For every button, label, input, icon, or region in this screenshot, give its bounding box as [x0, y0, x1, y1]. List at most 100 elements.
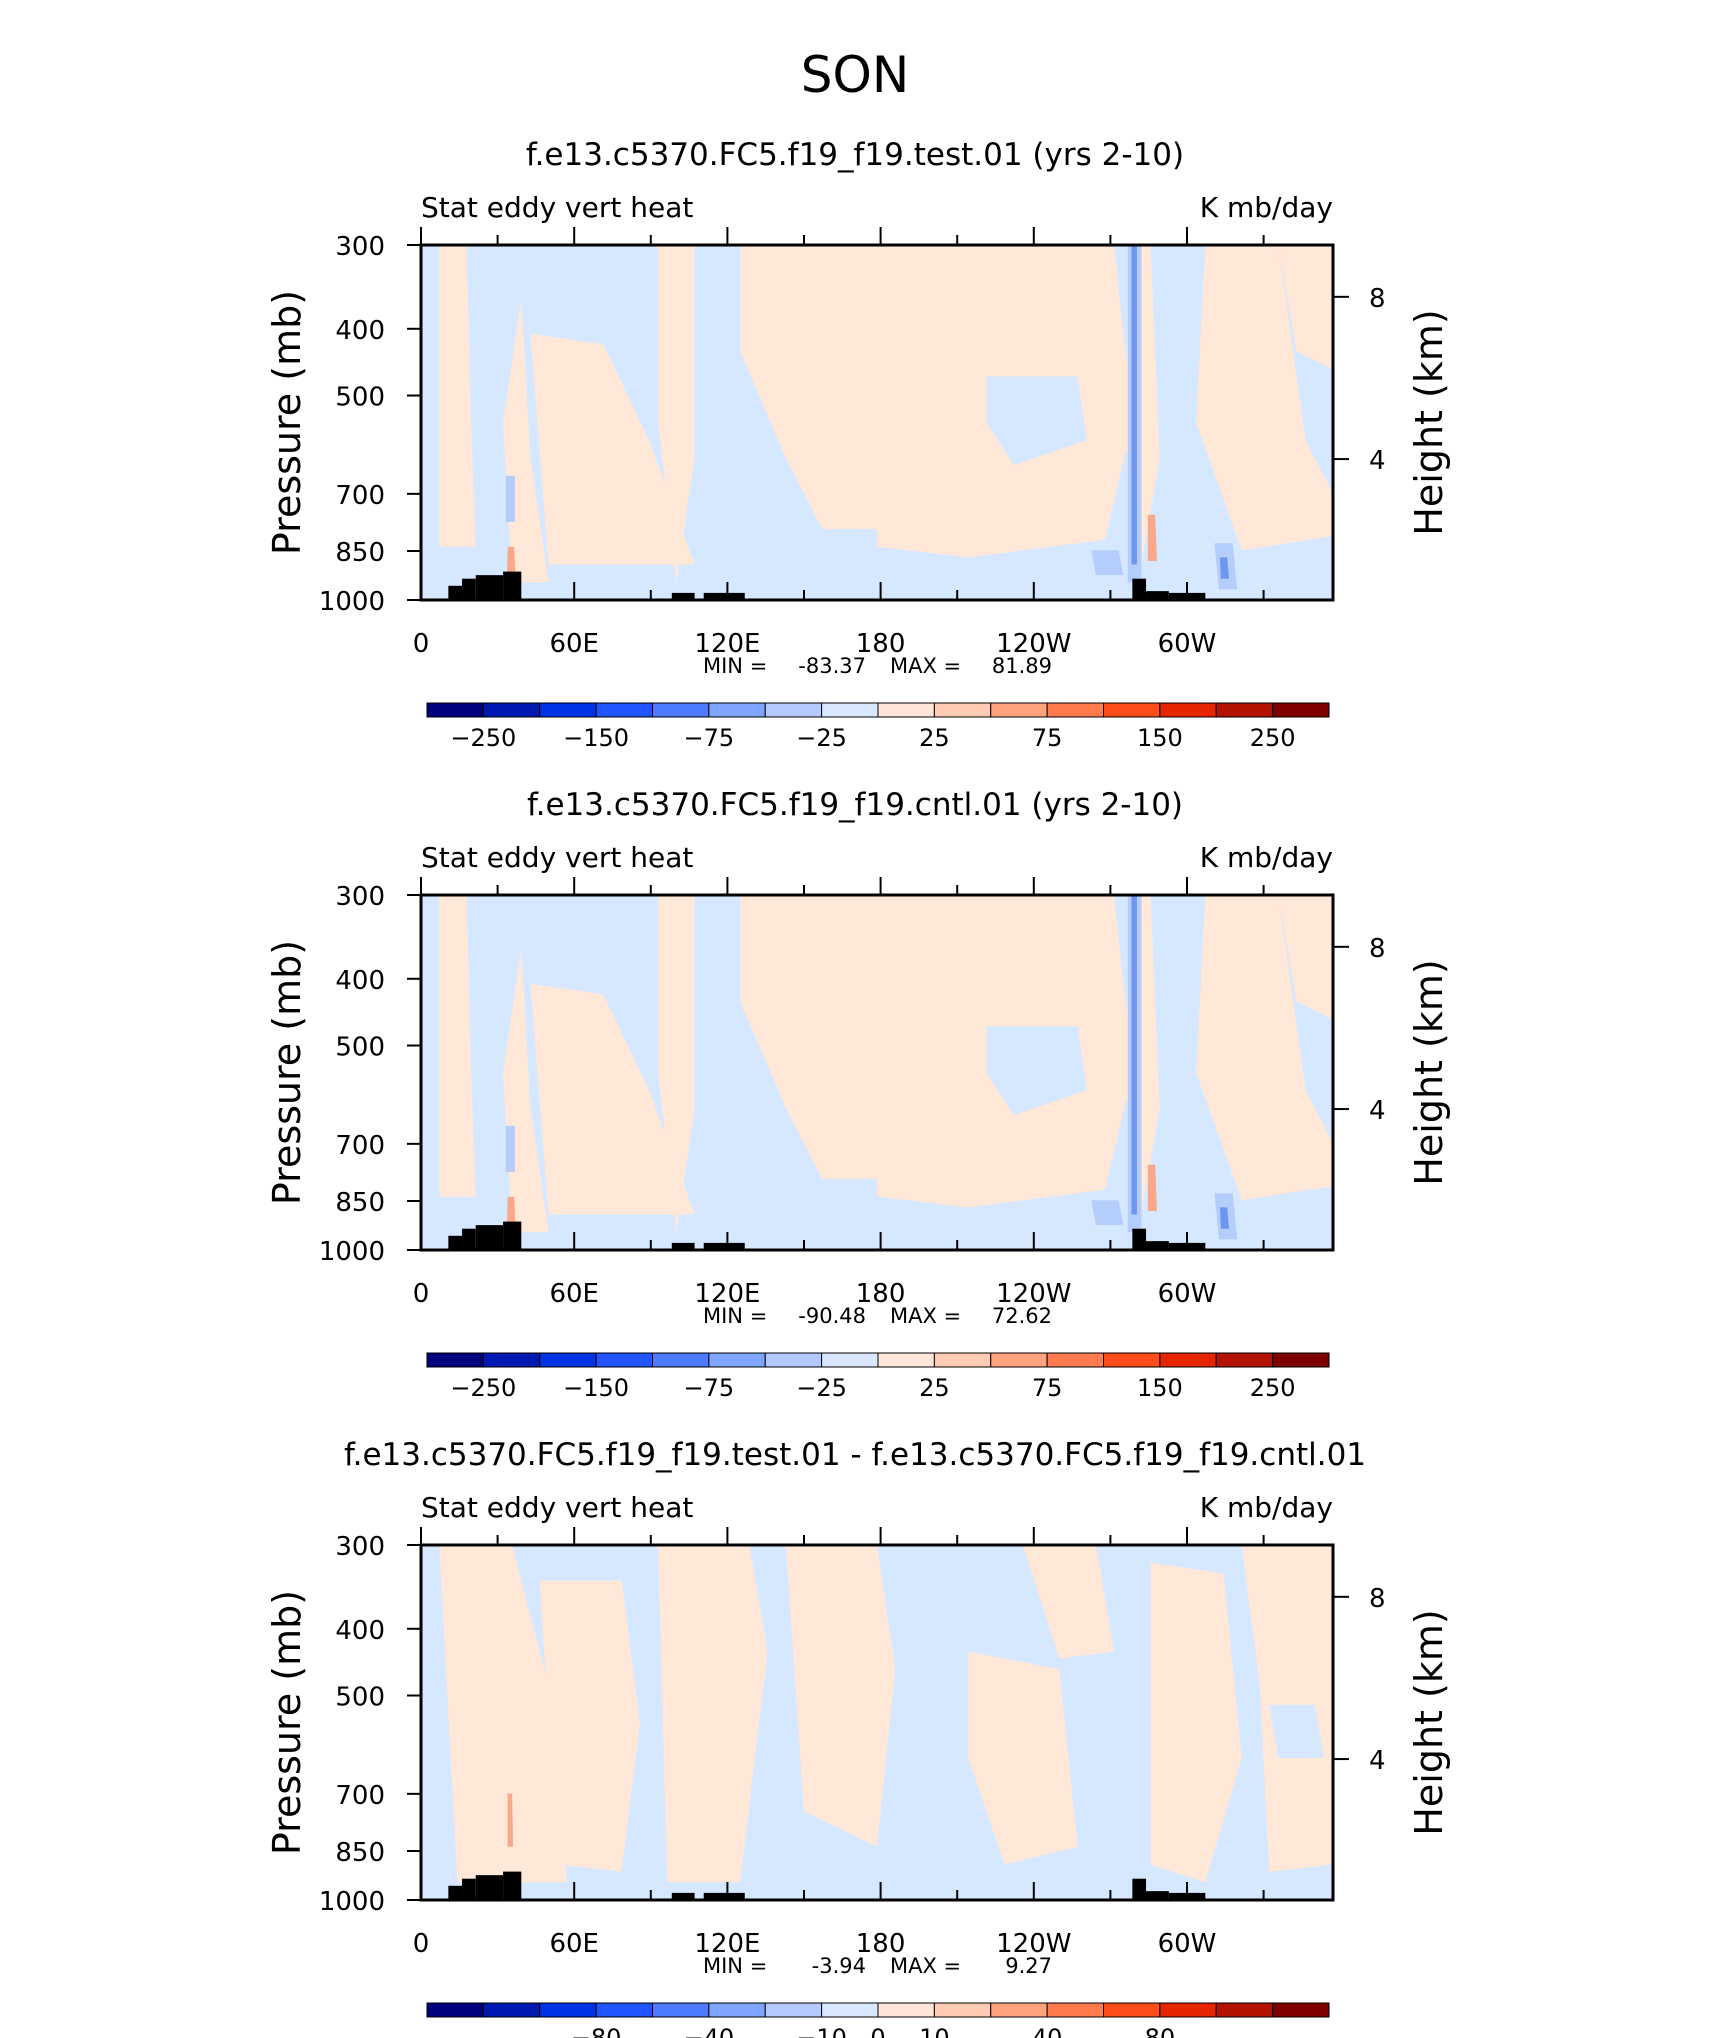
colorbar-label: −250 — [450, 724, 516, 752]
x-tick-label: 180 — [856, 1279, 906, 1309]
colorbar-swatch — [482, 702, 541, 718]
colorbar-swatch — [595, 702, 653, 718]
contour-region — [785, 1545, 896, 1847]
x-tick-label: 120E — [694, 1279, 760, 1309]
topography-block — [448, 1235, 463, 1250]
colorbar-swatch — [652, 702, 710, 718]
topography-block — [671, 592, 695, 600]
stat-min-label: MIN = — [703, 1954, 767, 1978]
colorbar-label: −150 — [563, 724, 629, 752]
colorbar-label: −80 — [571, 2024, 622, 2038]
contour-region — [1131, 245, 1137, 565]
y-axis-label: Pressure (mb) — [265, 1590, 309, 1855]
colorbar-swatch — [1103, 702, 1161, 718]
contour-region — [1150, 1562, 1242, 1883]
colorbar-swatch — [877, 1352, 935, 1368]
contour-region — [530, 983, 695, 1215]
colorbar-label: −250 — [450, 1374, 516, 1402]
colorbar-label: −25 — [796, 1374, 847, 1402]
colorbar-swatch — [1046, 702, 1104, 718]
x-tick-label: 60E — [549, 1929, 599, 1959]
colorbar-swatch — [539, 2002, 597, 2018]
y-tick-label: 500 — [335, 1033, 385, 1063]
stat-max-label: MAX = — [890, 1304, 961, 1328]
topography-block — [448, 585, 463, 600]
colorbar-swatch — [652, 2002, 710, 2018]
colorbar-swatch — [933, 2002, 992, 2018]
y-tick-label: 500 — [335, 1683, 385, 1713]
right-string: K mb/day — [1200, 841, 1333, 874]
contour-region — [658, 1545, 768, 1883]
colorbar-label: 25 — [919, 724, 950, 752]
stat-max-label: MAX = — [890, 1954, 961, 1978]
y-tick-label: 400 — [335, 316, 385, 346]
topography-block — [462, 1228, 476, 1250]
stat-min-value: -90.48 — [798, 1304, 866, 1328]
colorbar-label: −75 — [684, 724, 735, 752]
y-axis-label: Pressure (mb) — [265, 290, 309, 555]
colorbar-label: 150 — [1137, 724, 1183, 752]
colorbar-swatch — [764, 1352, 823, 1368]
y-tick-label: 700 — [335, 1131, 385, 1161]
y2-tick-label: 4 — [1369, 1746, 1386, 1776]
colorbar-label: 80 — [1145, 2024, 1176, 2038]
y2-tick-label: 8 — [1369, 284, 1386, 314]
y2-tick-label: 8 — [1369, 934, 1386, 964]
y-tick-label: 500 — [335, 383, 385, 413]
x-tick-label: 180 — [856, 629, 906, 659]
colorbar-swatch — [426, 702, 484, 718]
colorbar-swatch — [652, 1352, 710, 1368]
colorbar-swatch — [1272, 1352, 1330, 1368]
colorbar-swatch — [482, 1352, 541, 1368]
contour-region — [1091, 550, 1124, 576]
colorbar-swatch — [1215, 2002, 1274, 2018]
topography-block — [1132, 1228, 1147, 1250]
colorbar-swatch — [595, 2002, 653, 2018]
x-tick-label: 120E — [694, 629, 760, 659]
contour-region — [1147, 1164, 1157, 1211]
topography-block — [703, 1892, 745, 1900]
y-tick-label: 300 — [335, 232, 385, 262]
topography-block — [1146, 591, 1169, 600]
colorbar-swatch — [426, 1352, 484, 1368]
colorbar-swatch — [990, 1352, 1048, 1368]
stat-min-label: MIN = — [703, 654, 767, 678]
colorbar-swatch — [539, 1352, 597, 1368]
panels: f.e13.c5370.FC5.f19_f19.test.01 (yrs 2-1… — [265, 137, 1451, 2038]
colorbar-swatch — [708, 1352, 766, 1368]
topography-block — [703, 1242, 745, 1250]
colorbar-swatch — [1159, 1352, 1217, 1368]
colorbar-swatch — [821, 702, 879, 718]
panel-2: f.e13.c5370.FC5.f19_f19.cntl.01 (yrs 2-1… — [265, 787, 1451, 1402]
contour-region — [439, 895, 476, 1197]
x-tick-label: 120W — [996, 1279, 1071, 1309]
contour-region — [1022, 1545, 1115, 1659]
x-tick-label: 0 — [413, 1929, 430, 1959]
stat-min-value: -83.37 — [798, 654, 866, 678]
colorbar-swatch — [1159, 2002, 1217, 2018]
y-tick-label: 300 — [335, 1532, 385, 1562]
colorbar-label: −75 — [684, 1374, 735, 1402]
panel-title: f.e13.c5370.FC5.f19_f19.cntl.01 (yrs 2-1… — [527, 787, 1183, 823]
colorbar-swatch — [821, 1352, 879, 1368]
colorbar-swatch — [877, 702, 935, 718]
topography-block — [462, 578, 476, 600]
panel-3: f.e13.c5370.FC5.f19_f19.test.01 - f.e13.… — [265, 1437, 1451, 2038]
y-tick-label: 300 — [335, 882, 385, 912]
y2-axis-label: Height (km) — [1407, 309, 1451, 535]
colorbar-swatch — [426, 2002, 484, 2018]
contour-region — [986, 376, 1087, 466]
contour-region — [1147, 514, 1157, 561]
y-tick-label: 850 — [335, 538, 385, 568]
y-tick-label: 700 — [335, 481, 385, 511]
topography-block — [671, 1242, 695, 1250]
contour-region — [658, 245, 695, 583]
contour-region — [439, 245, 476, 547]
contour-region — [986, 1026, 1087, 1116]
x-tick-label: 0 — [413, 1279, 430, 1309]
left-string: Stat eddy vert heat — [421, 841, 693, 874]
colorbar-swatch — [821, 2002, 879, 2018]
contour-region — [1131, 895, 1137, 1215]
colorbar-label: 40 — [1032, 2024, 1063, 2038]
contour-region — [1219, 1207, 1230, 1229]
